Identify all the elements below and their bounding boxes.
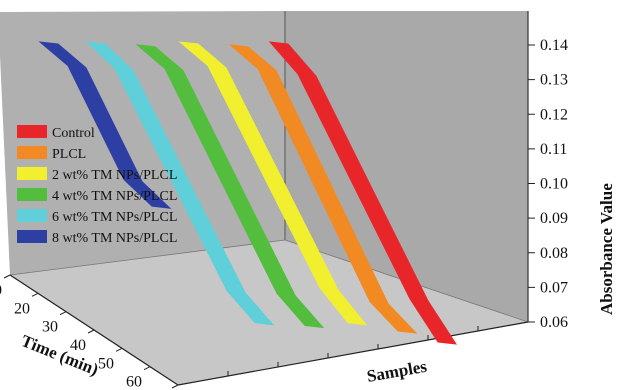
y-tick-label: 0.09 [540, 210, 568, 227]
series-3 [135, 44, 325, 329]
x-tick [87, 329, 95, 334]
y-axis-title: Absorbance Value [597, 183, 616, 315]
series-ribbon [228, 44, 418, 334]
series-0 [268, 41, 457, 345]
legend-label: PLCL [52, 147, 86, 162]
x-tick-label: 20 [14, 300, 30, 317]
x-tick-label: 60 [126, 374, 142, 390]
y-tick-label: 0.12 [540, 106, 568, 123]
series-5 [38, 41, 172, 209]
series-ribbon [178, 41, 368, 326]
z-axis-title: Samples [365, 357, 428, 386]
x-tick [171, 384, 179, 389]
series-ribbon [268, 41, 457, 345]
legend-label: 6 wt% TM NPs/PLCL [52, 210, 177, 225]
legend-swatch [17, 188, 47, 201]
legend-label: 4 wt% TM NPs/PLCL [52, 189, 177, 204]
x-tick-label: 10 [0, 282, 2, 299]
series-ribbon [135, 44, 325, 329]
legend-label: Control [52, 126, 95, 141]
y-tick-label: 0.10 [540, 176, 568, 193]
x-tick-label: 40 [70, 337, 86, 354]
z-axis-line [177, 321, 529, 386]
legend-swatch [17, 125, 47, 138]
legend-swatch [17, 167, 47, 180]
y-tick-label: 0.11 [540, 141, 567, 158]
y-tick-label: 0.13 [540, 72, 568, 89]
legend-swatch [17, 146, 47, 159]
legend: Control PLCL 2 wt% TM NPs/PLCL 4 wt% TM NPs… [17, 125, 177, 246]
series-ribbon [38, 41, 172, 209]
series-1 [228, 44, 418, 334]
y-tick-label: 0.14 [540, 37, 568, 54]
series-layer [38, 41, 457, 345]
y-tick-label: 0.06 [540, 314, 568, 331]
legend-swatch [17, 230, 47, 243]
chart-axes: 0.06 0.07 0.08 0.09 0.10 0.11 0.12 0.13 0.14 10 20… [0, 37, 568, 390]
x-tick [115, 347, 123, 352]
legend-label: 2 wt% TM NPs/PLCL [52, 168, 177, 183]
legend-label: 8 wt% TM NPs/PLCL [52, 231, 177, 246]
series-2 [178, 41, 368, 326]
y-tick-label: 0.08 [540, 245, 568, 262]
x-tick-label: 50 [98, 355, 114, 372]
x-tick [3, 274, 11, 279]
x-tick [31, 292, 39, 297]
x-tick-label: 30 [42, 319, 58, 336]
legend-swatch [17, 209, 47, 222]
floor [10, 240, 528, 385]
x-tick [143, 366, 151, 371]
series-4 [85, 41, 275, 326]
x-axis-title: Time (min) [19, 331, 102, 379]
series-ribbon [85, 41, 275, 326]
y-tick-label: 0.07 [540, 279, 568, 296]
floor-edge-left [9, 239, 286, 276]
x-tick [59, 311, 67, 316]
